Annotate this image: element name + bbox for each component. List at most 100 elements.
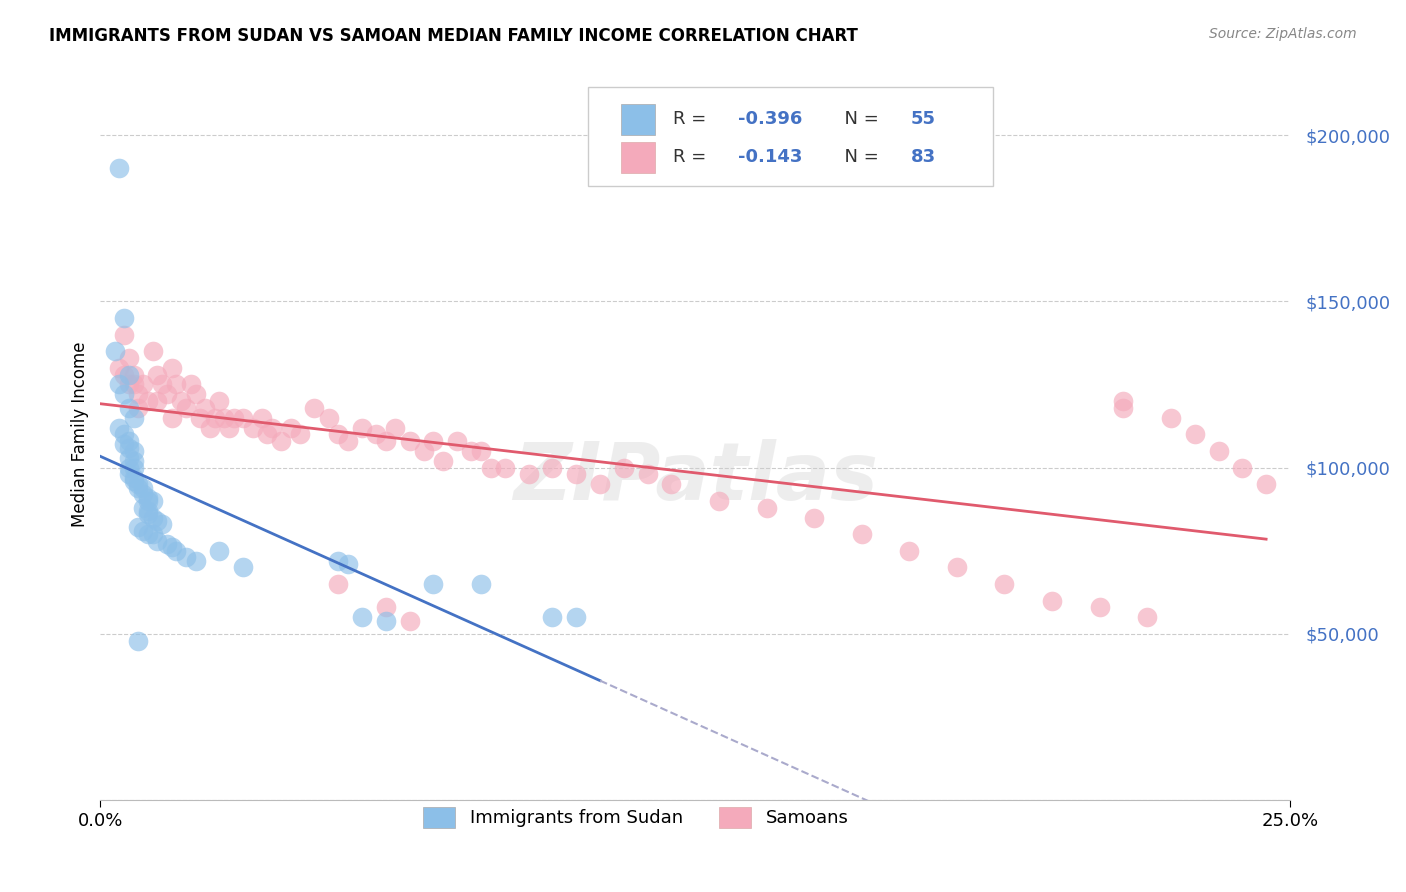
Point [328, 554, 350, 568]
Point [1256, 477, 1278, 491]
Point [166, 543, 188, 558]
Point [589, 477, 612, 491]
Point [398, 614, 420, 628]
Point [122, 368, 145, 382]
Point [127, 633, 149, 648]
Point [260, 421, 283, 435]
Point [1160, 410, 1182, 425]
Point [898, 543, 921, 558]
Point [374, 600, 396, 615]
FancyBboxPatch shape [621, 104, 655, 135]
Point [336, 434, 359, 448]
Point [270, 434, 292, 448]
Point [156, 387, 179, 401]
Point [142, 494, 165, 508]
Point [328, 577, 350, 591]
Point [1136, 610, 1159, 624]
Text: -0.396: -0.396 [738, 111, 803, 128]
Point [166, 377, 188, 392]
Point [432, 454, 454, 468]
Text: N =: N = [834, 111, 884, 128]
Point [180, 377, 202, 392]
Point [470, 577, 492, 591]
Point [366, 427, 388, 442]
Text: Source: ZipAtlas.com: Source: ZipAtlas.com [1209, 27, 1357, 41]
Text: R =: R = [672, 148, 711, 166]
Point [184, 554, 207, 568]
Point [132, 524, 155, 538]
Point [112, 387, 135, 401]
Point [118, 450, 141, 465]
Point [150, 377, 173, 392]
Text: -0.143: -0.143 [738, 148, 803, 166]
Point [122, 444, 145, 458]
Point [198, 421, 221, 435]
Point [122, 474, 145, 488]
Point [242, 421, 264, 435]
Point [112, 368, 135, 382]
Point [122, 410, 145, 425]
Point [156, 537, 179, 551]
Point [541, 610, 564, 624]
Point [565, 467, 588, 482]
Point [256, 427, 278, 442]
Point [118, 377, 141, 392]
Point [222, 410, 245, 425]
Point [290, 427, 312, 442]
Point [122, 377, 145, 392]
Point [118, 460, 141, 475]
Point [352, 610, 374, 624]
Point [328, 427, 350, 442]
Point [160, 541, 183, 555]
Point [108, 360, 131, 375]
Point [413, 444, 436, 458]
Point [1184, 427, 1206, 442]
Point [565, 610, 588, 624]
Point [398, 434, 420, 448]
Point [118, 434, 141, 448]
Point [142, 510, 165, 524]
Point [494, 460, 516, 475]
Point [127, 481, 149, 495]
Point [136, 527, 159, 541]
Point [352, 421, 374, 435]
Point [122, 460, 145, 475]
Point [946, 560, 969, 574]
Point [127, 387, 149, 401]
Point [460, 444, 482, 458]
Point [194, 401, 217, 415]
Point [104, 344, 127, 359]
Point [479, 460, 502, 475]
Point [470, 444, 492, 458]
Point [1232, 460, 1254, 475]
Point [132, 500, 155, 515]
Point [304, 401, 326, 415]
Point [374, 614, 396, 628]
Point [755, 500, 778, 515]
Legend: Immigrants from Sudan, Samoans: Immigrants from Sudan, Samoans [415, 800, 856, 835]
Point [132, 377, 155, 392]
Point [146, 533, 169, 548]
Point [146, 368, 169, 382]
Point [280, 421, 302, 435]
Text: N =: N = [834, 148, 884, 166]
Point [174, 401, 197, 415]
Point [136, 507, 159, 521]
Point [146, 514, 169, 528]
Point [422, 577, 444, 591]
Point [118, 401, 141, 415]
Point [127, 401, 149, 415]
Point [118, 441, 141, 455]
Point [446, 434, 468, 448]
FancyBboxPatch shape [621, 142, 655, 173]
Point [127, 520, 149, 534]
Point [127, 477, 149, 491]
Point [541, 460, 564, 475]
Point [250, 410, 273, 425]
Point [422, 434, 444, 448]
Point [232, 410, 254, 425]
Point [1040, 593, 1063, 607]
Point [136, 504, 159, 518]
Point [112, 310, 135, 325]
Point [136, 494, 159, 508]
